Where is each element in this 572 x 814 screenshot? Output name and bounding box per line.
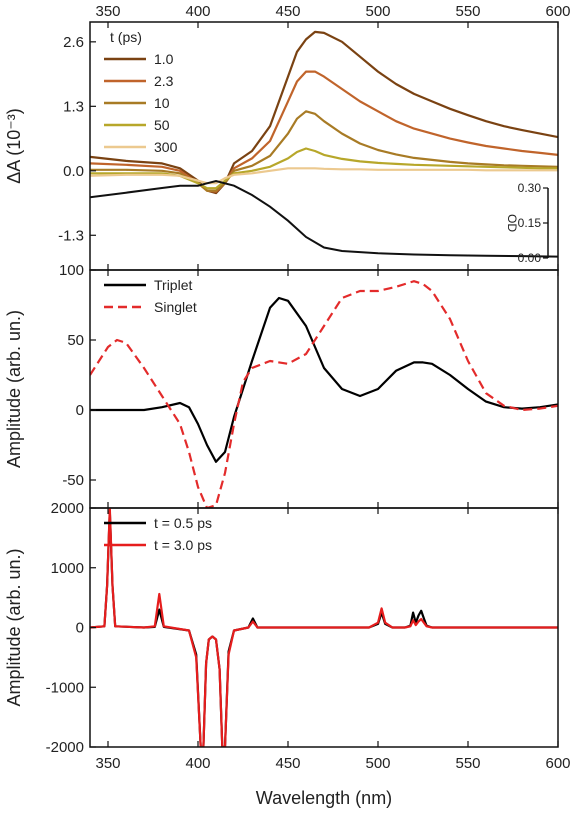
x-tick-label-top: 500 — [365, 3, 390, 20]
series-line-3-1 — [90, 508, 558, 747]
y-tick-label: -1000 — [46, 679, 84, 696]
legend-label: t = 0.5 ps — [154, 515, 212, 531]
legend-label: Singlet — [154, 299, 197, 315]
series-line-1-2 — [90, 110, 558, 192]
legend-label: 1.0 — [154, 51, 174, 67]
od-tick-label: 0.15 — [518, 216, 542, 230]
y-tick-label: -2000 — [46, 739, 84, 756]
y-axis-label: Amplitude (arb. un.) — [4, 548, 24, 706]
x-tick-label: 600 — [545, 755, 570, 772]
legend-label: 300 — [154, 139, 178, 155]
y-axis-label: Amplitude (arb. un.) — [4, 310, 24, 468]
y-tick-label: 100 — [59, 262, 84, 279]
x-tick-label: 500 — [365, 755, 390, 772]
x-tick-label-top: 600 — [545, 3, 570, 20]
od-axis-label: OD — [505, 214, 519, 232]
legend-title: t (ps) — [110, 29, 142, 45]
x-tick-label: 550 — [455, 755, 480, 772]
series-line-2-0 — [90, 296, 558, 463]
y-tick-label: -1.3 — [58, 227, 84, 244]
y-tick-label: 0.0 — [63, 163, 84, 180]
y-tick-label: 2000 — [51, 500, 84, 517]
y-tick-label: 2.6 — [63, 34, 84, 51]
y-tick-label: -50 — [62, 472, 84, 489]
y-tick-label: 0 — [76, 620, 84, 637]
x-tick-label-top: 350 — [95, 3, 120, 20]
panel-1-series — [90, 30, 558, 258]
x-axis-label: Wavelength (nm) — [256, 788, 392, 808]
x-tick-label: 350 — [95, 755, 120, 772]
series-line-1-3 — [90, 147, 558, 190]
y-tick-label: 1.3 — [63, 98, 84, 115]
x-tick-label-top: 400 — [185, 3, 210, 20]
series-line-2-1 — [90, 280, 558, 508]
panel-3-series — [90, 508, 558, 747]
legend-label: Triplet — [154, 277, 192, 293]
y-tick-label: 50 — [67, 332, 84, 349]
series-line-1-4 — [90, 167, 558, 185]
x-tick-label: 400 — [185, 755, 210, 772]
legend-label: 2.3 — [154, 73, 174, 89]
x-tick-label-top: 550 — [455, 3, 480, 20]
x-tick-label: 450 — [275, 755, 300, 772]
y-axis-label: ΔA (10⁻³) — [4, 108, 24, 184]
od-tick-label: 0.30 — [518, 181, 542, 195]
panel-2-series — [90, 280, 558, 508]
legend-label: 10 — [154, 95, 170, 111]
legend-label: 50 — [154, 117, 170, 133]
od-tick-label: 0.00 — [518, 251, 542, 265]
od-curve — [90, 179, 558, 258]
y-tick-label: 1000 — [51, 560, 84, 577]
legend-label: t = 3.0 ps — [154, 537, 212, 553]
x-tick-label-top: 450 — [275, 3, 300, 20]
y-tick-label: 0 — [76, 402, 84, 419]
